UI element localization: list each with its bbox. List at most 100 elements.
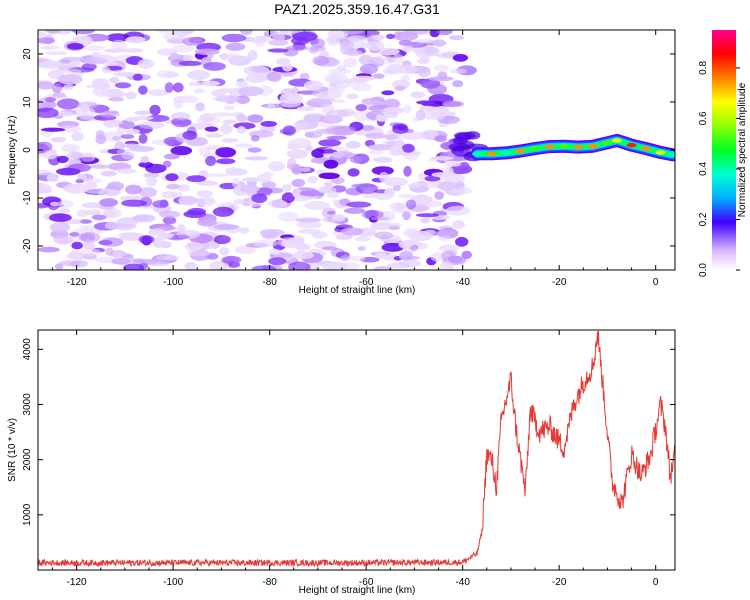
heatmap-noise-blob [172, 44, 195, 53]
heatmap-noise-blob [392, 124, 409, 134]
heatmap-noise-blob [374, 231, 394, 240]
heatmap-noise-blob [321, 261, 348, 270]
heatmap-noise-blob [405, 199, 417, 210]
heatmap-noise-blob [209, 260, 229, 270]
heatmap-noise-blob [165, 173, 179, 182]
heatmap-noise-blob [318, 139, 342, 147]
heatmap-noise-blob [408, 183, 421, 188]
heatmap-noise-blob [212, 206, 234, 217]
heatmap-noise-blob [366, 40, 385, 52]
heatmap-noise-blob [52, 92, 66, 98]
figure-title: PAZ1.2025.359.16.47.G31 [274, 1, 440, 17]
heatmap-noise-blob [105, 48, 123, 53]
heatmap-noise-blob [418, 105, 437, 112]
heatmap-noise-blob [292, 188, 302, 198]
heatmap-noise-blob [219, 247, 230, 256]
heatmap-noise-blob [402, 211, 411, 221]
signal-track-peak [515, 148, 526, 154]
y-tick-label: 0 [22, 147, 33, 153]
heatmap-noise-blob [242, 177, 262, 183]
heatmap-noise-blob [403, 245, 419, 253]
heatmap-noise-blob [63, 84, 74, 91]
heatmap-noise-blob [331, 214, 346, 222]
heatmap-noise-blob [235, 80, 248, 88]
heatmap-noise-blob [216, 158, 236, 165]
heatmap-noise-blob [342, 30, 364, 35]
heatmap-noise-blob [347, 168, 360, 177]
heatmap-noise-blob [231, 177, 241, 189]
heatmap-noise-blob [355, 104, 367, 112]
heatmap-noise-blob [38, 246, 60, 253]
signal-track-peak [544, 144, 555, 149]
heatmap-noise-blob [247, 114, 264, 123]
heatmap-noise-blob [416, 100, 435, 105]
heatmap-noise-blob [84, 181, 98, 189]
heatmap-noise-blob [133, 115, 154, 121]
heatmap-noise-blob [108, 97, 125, 102]
heatmap-noise-blob [455, 236, 469, 247]
heatmap-noise-blob [358, 54, 374, 65]
heatmap-noise-blob [166, 183, 181, 190]
heatmap-noise-blob [188, 81, 202, 87]
heatmap-noise-blob [116, 148, 131, 156]
heatmap-noise-blob [105, 247, 114, 256]
heatmap-noise-blob [182, 130, 198, 140]
heatmap-noise-blob [328, 75, 343, 84]
heatmap-noise-blob [100, 170, 117, 177]
heatmap-noise-blob [399, 251, 414, 261]
colorbar-tick-label: 0.6 [698, 111, 709, 125]
heatmap-noise-blob [196, 196, 216, 207]
heatmap-noise-blob [38, 60, 64, 69]
heatmap-noise-blob [370, 216, 390, 221]
heatmap-noise-blob [215, 147, 237, 158]
x-tick-label: -100 [163, 577, 183, 588]
snr-y-label: SNR (10 * v/v) [7, 418, 18, 482]
heatmap-noise-blob [244, 156, 269, 161]
heatmap-noise-blob [416, 58, 430, 65]
heatmap-noise-blob [401, 143, 415, 153]
heatmap-noise-blob [39, 45, 60, 50]
heatmap-noise-blob [83, 242, 96, 250]
heatmap-noise-blob [430, 156, 455, 161]
heatmap-noise-blob [389, 146, 404, 156]
heatmap-noise-blob [58, 199, 74, 208]
heatmap-noise-blob [330, 177, 345, 184]
heatmap-noise-blob [403, 104, 412, 114]
heatmap-noise-blob [71, 241, 83, 250]
heatmap-noise-blob [323, 159, 339, 169]
heatmap-noise-blob [237, 126, 246, 134]
heatmap-noise-blob [143, 173, 160, 178]
heatmap-noise-blob [398, 39, 413, 46]
heatmap-noise-blob [307, 175, 318, 184]
heatmap-noise-blob [104, 221, 121, 230]
heatmap-noise-blob [390, 205, 408, 214]
heatmap-noise-blob [325, 125, 350, 136]
heatmap-noise-blob [234, 143, 253, 148]
heatmap-noise-blob [196, 115, 221, 125]
heatmap-noise-blob [225, 42, 246, 51]
heatmap-noise-blob [116, 168, 137, 174]
heatmap-noise-blob [281, 184, 292, 192]
heatmap-noise-blob [321, 207, 337, 219]
heatmap-noise-blob [149, 261, 169, 267]
heatmap-noise-blob [304, 201, 330, 211]
heatmap-noise-blob [346, 93, 359, 100]
heatmap-noise-blob [424, 175, 441, 182]
heatmap-noise-blob [416, 49, 428, 58]
colorbar-tick-label: 0.0 [698, 263, 709, 277]
heatmap-noise-blob [146, 175, 157, 187]
heatmap-noise-blob [49, 201, 60, 207]
colorbar-tick-label: 0.4 [698, 162, 709, 176]
heatmap-noise-blob [326, 109, 350, 118]
heatmap-noise-blob [401, 75, 410, 83]
heatmap-noise-blob [447, 255, 463, 264]
signal-track-peak [587, 143, 598, 149]
heatmap-noise-blob [138, 235, 155, 244]
heatmap-noise-blob [420, 217, 431, 224]
heatmap-noise-blob [162, 216, 177, 225]
heatmap-noise-blob [381, 242, 405, 252]
signal-track-peak [559, 143, 570, 149]
heatmap-noise-blob [343, 49, 363, 56]
heatmap-noise-blob [417, 66, 431, 78]
heatmap-noise-blob [187, 207, 206, 216]
